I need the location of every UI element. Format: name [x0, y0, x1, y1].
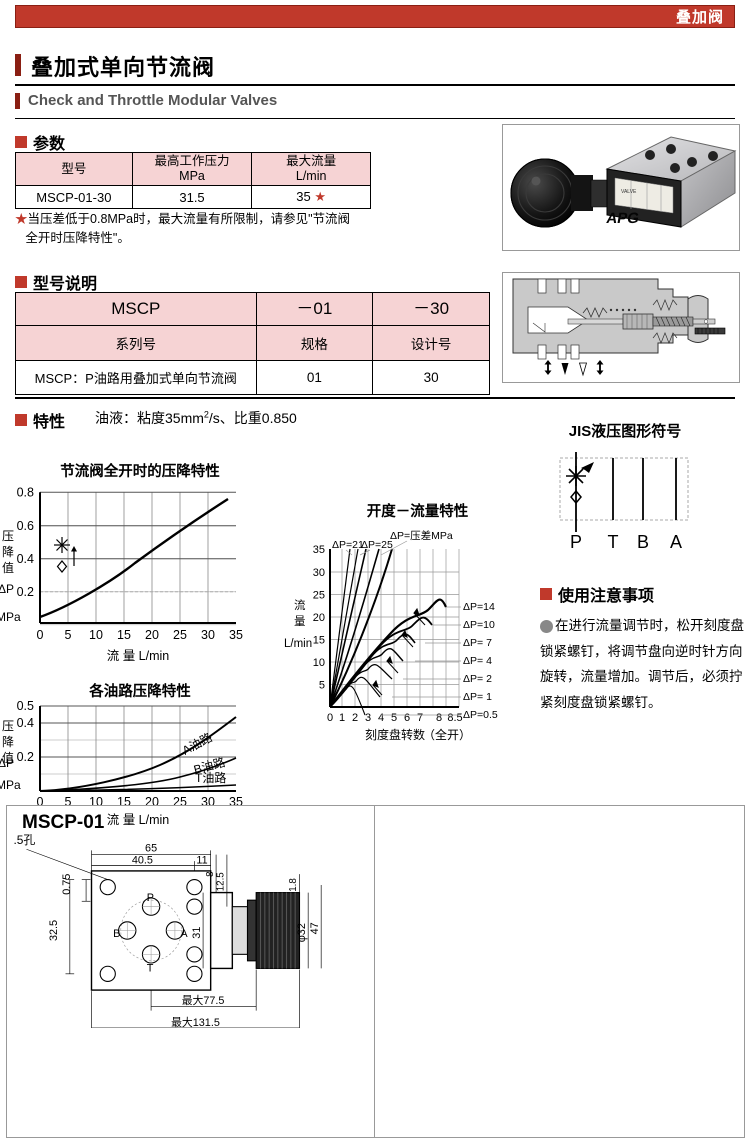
svg-text:ΔP=压差MPa: ΔP=压差MPa [390, 529, 453, 542]
svg-text:P: P [147, 892, 154, 904]
svg-text:最大77.5: 最大77.5 [182, 993, 225, 1007]
svg-text:ΔP=25: ΔP=25 [361, 539, 393, 551]
svg-text:8: 8 [436, 712, 442, 724]
svg-text:ΔP= 7: ΔP= 7 [463, 637, 492, 649]
svg-text:5: 5 [319, 680, 325, 692]
svg-text:35: 35 [313, 544, 325, 556]
svg-text:65: 65 [145, 842, 157, 854]
svg-text:（全开）: （全开） [423, 727, 471, 742]
svg-text:1: 1 [339, 712, 345, 724]
svg-text:40.5: 40.5 [132, 854, 153, 866]
svg-text:B: B [113, 928, 120, 940]
svg-text:T油路: T油路 [195, 770, 226, 785]
svg-text:0.2: 0.2 [17, 585, 34, 599]
svg-text:25: 25 [173, 628, 187, 642]
svg-text:31: 31 [191, 927, 203, 939]
svg-text:10: 10 [89, 628, 103, 642]
svg-text:10: 10 [313, 657, 325, 669]
svg-text:0: 0 [327, 712, 333, 724]
svg-text:11: 11 [196, 854, 207, 866]
svg-text:15: 15 [313, 635, 325, 647]
svg-text:8: 8 [205, 871, 216, 876]
svg-text:0.4: 0.4 [17, 716, 34, 730]
svg-text:ΔP=0.5: ΔP=0.5 [463, 709, 498, 721]
svg-text:B: B [637, 532, 649, 552]
svg-text:A油路: A油路 [179, 729, 214, 757]
svg-text:5: 5 [391, 712, 397, 724]
svg-text:最大131.5: 最大131.5 [171, 1015, 220, 1028]
svg-text:ΔP= 4: ΔP= 4 [463, 655, 492, 667]
svg-text:47: 47 [309, 922, 321, 934]
svg-text:ΔP=21: ΔP=21 [332, 539, 364, 551]
svg-text:VALVE: VALVE [621, 189, 637, 195]
svg-text:T: T [608, 532, 619, 552]
svg-text:T: T [147, 963, 154, 975]
svg-text:ΔP= 1: ΔP= 1 [463, 691, 492, 703]
svg-text:P: P [570, 532, 582, 552]
svg-text:20: 20 [145, 628, 159, 642]
svg-text:A: A [180, 928, 188, 940]
svg-text:4-φ5.5孔: 4-φ5.5孔 [14, 833, 35, 847]
svg-text:0.5: 0.5 [17, 699, 34, 713]
svg-text:1.8: 1.8 [288, 878, 299, 892]
svg-text:32.5: 32.5 [48, 920, 60, 941]
svg-text:2: 2 [352, 712, 358, 724]
svg-text:3: 3 [365, 712, 371, 724]
svg-text:刻度盘转数: 刻度盘转数 [365, 727, 425, 742]
svg-text:流 量 L/min: 流 量 L/min [107, 649, 170, 663]
svg-text:0.6: 0.6 [17, 519, 34, 533]
svg-text:8.5: 8.5 [447, 712, 462, 724]
svg-text:15: 15 [117, 628, 131, 642]
svg-text:0.2: 0.2 [17, 750, 34, 764]
svg-text:0: 0 [37, 628, 44, 642]
svg-text:APG: APG [605, 210, 640, 227]
svg-text:ΔP=10: ΔP=10 [463, 619, 495, 631]
svg-text:ΔP=14: ΔP=14 [463, 601, 495, 613]
svg-text:φ32: φ32 [296, 923, 308, 942]
svg-text:5: 5 [65, 628, 72, 642]
svg-text:35: 35 [229, 628, 243, 642]
svg-text:0.4: 0.4 [17, 552, 34, 566]
svg-text:12.5: 12.5 [216, 872, 227, 892]
svg-text:30: 30 [201, 628, 215, 642]
svg-text:0.75: 0.75 [61, 874, 73, 895]
svg-text:30: 30 [313, 567, 325, 579]
svg-text:7: 7 [417, 712, 423, 724]
svg-text:4: 4 [378, 712, 384, 724]
svg-text:6: 6 [404, 712, 410, 724]
svg-text:ΔP= 2: ΔP= 2 [463, 673, 492, 685]
svg-text:0.8: 0.8 [17, 486, 34, 500]
svg-text:20: 20 [313, 612, 325, 624]
svg-text:A: A [670, 532, 682, 552]
svg-text:25: 25 [313, 590, 325, 602]
